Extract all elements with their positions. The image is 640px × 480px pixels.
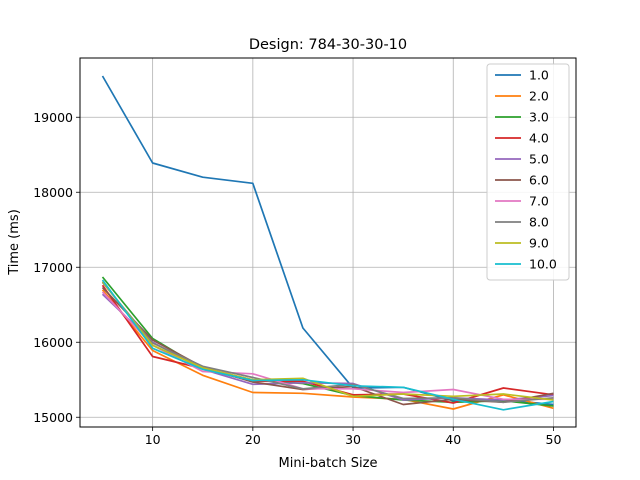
y-tick-label: 18000 xyxy=(33,185,73,200)
x-tick-label: 40 xyxy=(445,432,461,447)
x-tick-label: 10 xyxy=(145,432,161,447)
legend-label: 5.0 xyxy=(529,152,549,167)
y-tick-label: 15000 xyxy=(33,410,73,425)
y-tick-label: 16000 xyxy=(33,335,73,350)
y-axis-label: Time (ms) xyxy=(7,209,22,276)
legend-label: 3.0 xyxy=(529,110,549,125)
legend-box xyxy=(486,63,570,281)
x-tick-label: 30 xyxy=(345,432,361,447)
series-line-10.0 xyxy=(101,279,554,411)
plot-frame xyxy=(79,57,577,428)
legend-label: 9.0 xyxy=(529,236,549,251)
legend-label: 4.0 xyxy=(529,131,549,146)
legend: 1.0 2.0 3.0 4.0 5.0 6.0 7.0 8.0 9.0 10.0 xyxy=(486,63,570,281)
legend-label: 2.0 xyxy=(529,89,549,104)
series-lines xyxy=(101,75,554,411)
y-tick-label: 19000 xyxy=(33,110,73,125)
x-tick-label: 50 xyxy=(546,432,562,447)
axis-ticks: 10 20 30 40 50 15000 16000 17000 18000 19000 xyxy=(33,110,561,447)
series-line-9.0 xyxy=(101,280,554,401)
y-tick-label: 17000 xyxy=(33,260,73,275)
chart-title: Design: 784-30-30-10 xyxy=(249,37,407,53)
legend-label: 7.0 xyxy=(529,194,549,209)
legend-label: 8.0 xyxy=(529,215,549,230)
legend-label: 1.0 xyxy=(529,68,549,83)
legend-label: 10.0 xyxy=(529,257,557,272)
x-axis-label: Mini-batch Size xyxy=(279,456,378,471)
legend-label: 6.0 xyxy=(529,173,549,188)
x-tick-label: 20 xyxy=(245,432,261,447)
